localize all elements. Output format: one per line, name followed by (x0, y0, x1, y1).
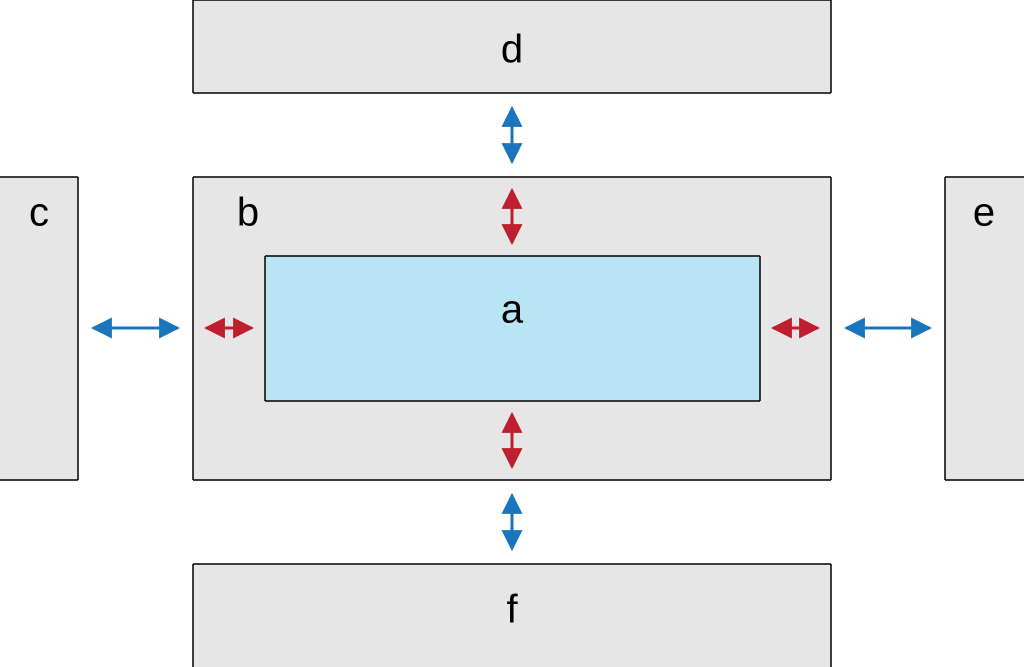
label-a: a (501, 288, 524, 332)
label-f: f (506, 588, 518, 632)
label-e: e (973, 191, 995, 235)
label-b: b (237, 191, 259, 235)
label-c: c (29, 191, 49, 235)
layout-diagram: d f c e b a (0, 0, 1024, 667)
label-d: d (501, 28, 523, 72)
